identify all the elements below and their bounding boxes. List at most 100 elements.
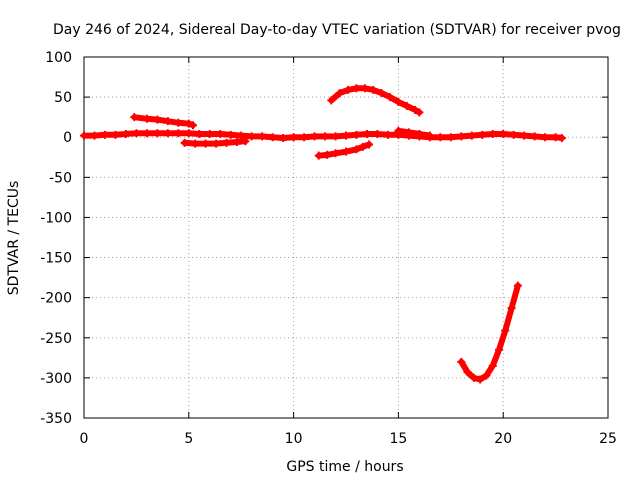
y-tick-label: -200: [40, 291, 72, 307]
x-axis-label: GPS time / hours: [286, 459, 403, 475]
data-point: [402, 101, 411, 110]
data-point: [352, 130, 361, 139]
y-tick-label: -150: [40, 251, 72, 267]
data-point: [174, 129, 183, 138]
data-point: [142, 129, 151, 138]
x-tick-label: 5: [184, 431, 193, 447]
data-point: [394, 126, 403, 135]
data-series-6: [394, 126, 434, 140]
data-point: [321, 132, 330, 141]
data-point: [289, 133, 298, 142]
data-point: [142, 114, 151, 123]
data-point: [111, 130, 120, 139]
data-point: [195, 130, 204, 139]
data-point: [342, 147, 350, 156]
data-series-2: [130, 113, 197, 130]
y-tick-label: -350: [40, 411, 72, 427]
data-point: [495, 345, 504, 354]
data-point: [331, 132, 340, 141]
data-point: [488, 130, 497, 139]
x-tick-label: 10: [285, 431, 303, 447]
data-point: [499, 130, 508, 139]
data-point: [201, 139, 210, 148]
data-point: [386, 93, 395, 102]
y-tick-label: 0: [63, 130, 72, 146]
x-tick-label: 20: [494, 431, 512, 447]
data-point: [411, 105, 420, 114]
data-point: [323, 150, 332, 159]
data-point: [369, 85, 378, 94]
data-point: [362, 130, 371, 139]
data-point: [222, 138, 231, 147]
data-point: [360, 84, 369, 93]
data-point: [237, 131, 246, 140]
data-point: [247, 132, 256, 141]
series-trace: [458, 282, 521, 383]
data-point: [180, 138, 189, 147]
data-series-5: [327, 84, 424, 117]
data-point: [184, 129, 193, 138]
data-point: [467, 131, 476, 140]
data-point: [352, 84, 361, 93]
data-point: [541, 133, 550, 142]
data-point: [90, 131, 99, 140]
data-series-1: [80, 129, 566, 143]
data-point: [383, 130, 392, 139]
chart-title: Day 246 of 2024, Sidereal Day-to-day VTE…: [53, 22, 621, 38]
data-point: [241, 137, 250, 146]
x-tick-label: 0: [80, 431, 89, 447]
data-point: [216, 130, 225, 139]
data-point: [184, 119, 193, 128]
data-point: [331, 149, 340, 158]
data-point: [205, 130, 214, 139]
data-point: [153, 129, 162, 138]
data-point: [557, 134, 566, 143]
data-point: [314, 151, 323, 160]
data-point: [300, 133, 309, 142]
data-point: [342, 131, 350, 140]
x-tick-label: 15: [389, 431, 407, 447]
data-point: [358, 142, 367, 151]
data-point: [279, 134, 288, 143]
data-point: [482, 371, 491, 380]
data-point: [476, 375, 485, 384]
data-point: [174, 118, 183, 127]
data-point: [488, 361, 497, 370]
data-point: [258, 132, 267, 141]
data-point: [226, 130, 235, 139]
data-point: [436, 133, 445, 142]
data-point: [344, 85, 353, 94]
data-point: [80, 131, 88, 140]
data-point: [457, 357, 466, 366]
data-point: [377, 89, 386, 98]
data-point: [163, 129, 172, 138]
data-point: [327, 96, 336, 105]
data-point: [520, 131, 529, 140]
y-tick-label: -250: [40, 331, 72, 347]
data-point: [457, 132, 466, 141]
data-point: [501, 326, 510, 335]
data-point: [233, 138, 242, 147]
data-point: [130, 113, 139, 122]
data-point: [188, 121, 197, 130]
data-point: [446, 133, 455, 142]
data-series-3: [180, 137, 250, 148]
data-point: [191, 139, 200, 148]
data-point: [478, 130, 487, 139]
data-point: [100, 130, 109, 139]
data-point: [509, 130, 518, 139]
x-tick-label: 25: [599, 431, 617, 447]
data-series-4: [314, 140, 374, 160]
data-point: [513, 281, 522, 290]
y-axis-label: SDTVAR / TECUs: [6, 181, 22, 296]
data-series-7: [457, 281, 522, 384]
data-points: [80, 84, 566, 384]
data-point: [212, 139, 221, 148]
data-point: [310, 132, 319, 141]
data-point: [415, 130, 424, 139]
series-trace: [395, 127, 433, 139]
data-point: [121, 130, 130, 139]
y-tick-label: -100: [40, 210, 72, 226]
